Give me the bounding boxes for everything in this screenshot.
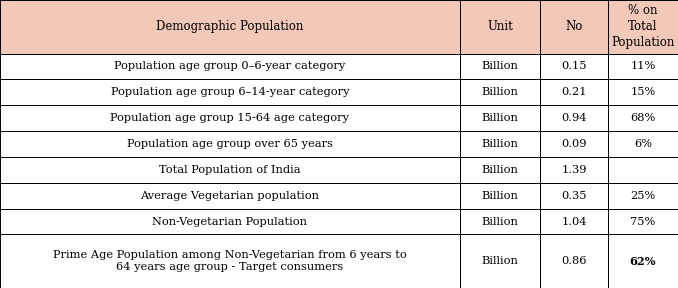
Text: Billion: Billion [481, 191, 519, 201]
Text: 0.15: 0.15 [561, 61, 586, 71]
Text: 68%: 68% [631, 113, 656, 123]
Text: 0.35: 0.35 [561, 191, 586, 201]
Bar [540, 131, 608, 157]
Text: Billion: Billion [481, 61, 519, 71]
Text: Non-Vegetarian Population: Non-Vegetarian Population [153, 217, 308, 227]
Bar [0, 54, 460, 79]
Text: Population age group 0–6-year category: Population age group 0–6-year category [115, 61, 346, 71]
Text: No: No [565, 20, 582, 33]
Bar [608, 54, 678, 79]
Text: Population age group 6–14-year category: Population age group 6–14-year category [111, 87, 349, 97]
Bar [608, 183, 678, 209]
Bar [608, 209, 678, 234]
Bar [608, 105, 678, 131]
Text: Billion: Billion [481, 87, 519, 97]
Bar [460, 157, 540, 183]
Bar [0, 157, 460, 183]
Text: Demographic Population: Demographic Population [157, 20, 304, 33]
Bar [460, 105, 540, 131]
Text: 75%: 75% [631, 217, 656, 227]
Text: Average Vegetarian population: Average Vegetarian population [140, 191, 319, 201]
Text: Billion: Billion [481, 139, 519, 149]
Bar [608, 0, 678, 54]
Text: Population age group 15-64 age category: Population age group 15-64 age category [111, 113, 349, 123]
Bar [608, 234, 678, 288]
Bar [608, 131, 678, 157]
Bar [0, 105, 460, 131]
Bar [460, 183, 540, 209]
Text: Unit: Unit [487, 20, 513, 33]
Text: Billion: Billion [481, 165, 519, 175]
Bar [540, 183, 608, 209]
Bar [460, 0, 540, 54]
Bar [540, 54, 608, 79]
Bar [0, 209, 460, 234]
Bar [540, 234, 608, 288]
Text: % on
Total
Population: % on Total Population [612, 4, 675, 49]
Text: 0.09: 0.09 [561, 139, 586, 149]
Bar [460, 54, 540, 79]
Text: Prime Age Population among Non-Vegetarian from 6 years to
64 years age group - T: Prime Age Population among Non-Vegetaria… [53, 250, 407, 272]
Text: 25%: 25% [631, 191, 656, 201]
Bar [460, 79, 540, 105]
Text: Billion: Billion [481, 217, 519, 227]
Text: 1.39: 1.39 [561, 165, 586, 175]
Text: 0.21: 0.21 [561, 87, 586, 97]
Text: Billion: Billion [481, 256, 519, 266]
Bar [460, 234, 540, 288]
Text: 1.04: 1.04 [561, 217, 586, 227]
Text: 0.86: 0.86 [561, 256, 586, 266]
Text: 0.94: 0.94 [561, 113, 586, 123]
Text: Population age group over 65 years: Population age group over 65 years [127, 139, 333, 149]
Bar [608, 79, 678, 105]
Text: Total Population of India: Total Population of India [159, 165, 301, 175]
Bar [0, 0, 460, 54]
Text: Billion: Billion [481, 113, 519, 123]
Bar [460, 209, 540, 234]
Text: 11%: 11% [631, 61, 656, 71]
Bar [540, 105, 608, 131]
Bar [0, 131, 460, 157]
Text: 15%: 15% [631, 87, 656, 97]
Bar [540, 79, 608, 105]
Text: 62%: 62% [630, 256, 656, 267]
Text: 6%: 6% [634, 139, 652, 149]
Bar [540, 0, 608, 54]
Bar [540, 157, 608, 183]
Bar [540, 209, 608, 234]
Bar [460, 131, 540, 157]
Bar [608, 157, 678, 183]
Bar [0, 183, 460, 209]
Bar [0, 234, 460, 288]
Bar [0, 79, 460, 105]
